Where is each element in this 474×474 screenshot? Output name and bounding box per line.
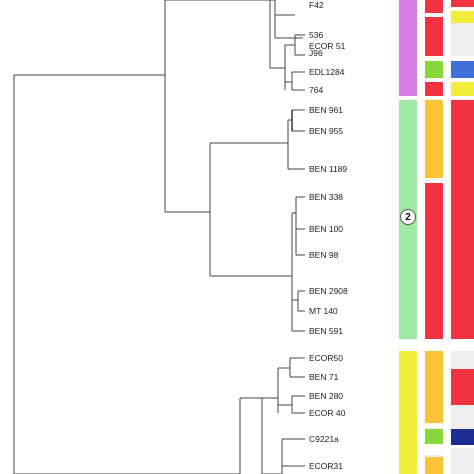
trait-block — [425, 429, 443, 444]
strain-label: C9221a — [309, 434, 339, 444]
trait-block — [425, 61, 443, 78]
trait-block — [451, 369, 474, 405]
clade-2-badge: 2 — [400, 209, 416, 225]
strain-label: 536 — [309, 30, 324, 40]
strain-label: BEN 591 — [309, 326, 344, 336]
strain-label: ECOR50 — [309, 353, 344, 363]
strain-label: ECOR 40 — [309, 408, 346, 418]
trait-block — [451, 429, 474, 445]
strain-label: F42 — [309, 0, 324, 10]
strain-label: 764 — [309, 85, 324, 95]
strain-label: BEN 98 — [309, 250, 339, 260]
trait-block — [425, 17, 443, 56]
trait-block — [451, 405, 474, 429]
clade-bar-3 — [399, 351, 417, 474]
trait-block — [451, 82, 474, 96]
strain-label: BEN 100 — [309, 224, 344, 234]
trait-block — [451, 448, 474, 474]
trait-block — [451, 0, 474, 7]
strain-label: BEN 280 — [309, 391, 344, 401]
strain-label: BEN 1189 — [309, 164, 348, 174]
trait-block — [425, 457, 443, 474]
strain-label: J96 — [309, 48, 323, 58]
strain-label: BEN 2908 — [309, 286, 348, 296]
trait-block — [451, 100, 474, 339]
trait-block — [425, 100, 443, 178]
strain-label: EDL1284 — [309, 67, 345, 77]
strain-label: BEN 338 — [309, 192, 344, 202]
trait-block — [425, 0, 443, 13]
strain-label: MT 140 — [309, 306, 338, 316]
trait-block — [451, 11, 474, 23]
strain-label: BEN 71 — [309, 372, 339, 382]
trait-block — [425, 82, 443, 96]
strain-label: ECOR31 — [309, 461, 344, 471]
trait-block — [425, 183, 443, 339]
strain-label: BEN 955 — [309, 126, 344, 136]
trait-block — [451, 61, 474, 78]
strain-label: BEN 961 — [309, 105, 344, 115]
strain-label: ECOR 51 — [309, 41, 346, 51]
clade-bar-1 — [399, 0, 417, 96]
trait-block — [425, 351, 443, 423]
trait-block — [451, 351, 474, 369]
